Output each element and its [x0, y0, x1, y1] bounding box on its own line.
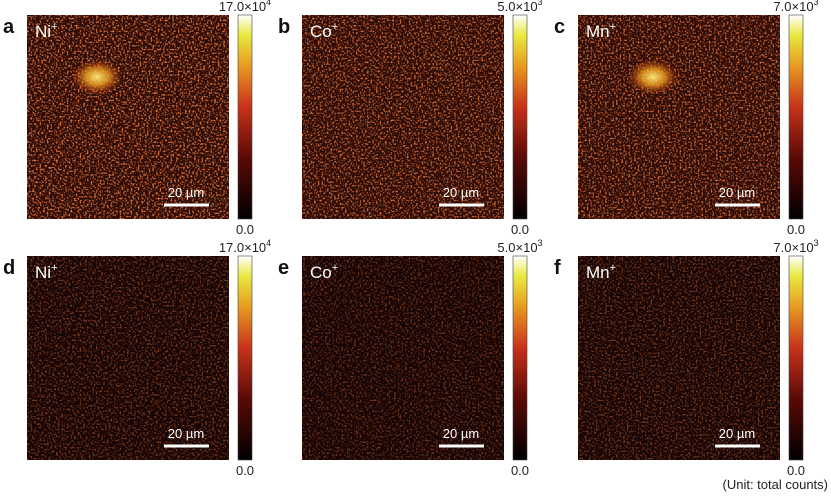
colorbar: [237, 255, 253, 461]
ion-label: Ni+: [35, 262, 58, 282]
ion-charge: +: [332, 262, 338, 274]
colorbar: [788, 14, 804, 220]
map-texture: [578, 256, 780, 460]
map-texture: [27, 256, 229, 460]
map-speckle: [302, 15, 504, 219]
ion-label: Co+: [310, 262, 338, 282]
colorbar-max: 17.0×104: [219, 238, 271, 255]
colorbar-max-exponent: 3: [814, 238, 819, 248]
colorbar-max-exponent: 4: [266, 0, 271, 7]
colorbar-max-mantissa: 7.0×10: [773, 0, 813, 14]
colorbar-max-exponent: 3: [538, 238, 543, 248]
colorbar-max: 17.0×104: [219, 0, 271, 14]
colorbar: [788, 255, 804, 461]
colorbar-max-exponent: 3: [538, 0, 543, 7]
colorbar: [512, 255, 528, 461]
colorbar-min: 0.0: [236, 463, 254, 478]
colorbar-min: 0.0: [511, 222, 529, 237]
scale-bar-label: 20 µm: [443, 426, 479, 441]
ion-element: Co: [310, 22, 332, 41]
panel-letter: f: [554, 257, 561, 279]
colorbar-max-mantissa: 5.0×10: [497, 0, 537, 14]
ion-element: Mn: [586, 263, 610, 282]
colorbar-max: 7.0×103: [773, 0, 818, 14]
scale-bar-label: 20 µm: [719, 185, 755, 200]
colorbar: [237, 14, 253, 220]
colorbar-max-exponent: 3: [814, 0, 819, 7]
colorbar-min: 0.0: [236, 222, 254, 237]
hot-spot: [71, 59, 123, 95]
colorbar-max: 7.0×103: [773, 238, 818, 255]
colorbar-max-mantissa: 5.0×10: [497, 240, 537, 255]
panel-letter: e: [278, 257, 289, 279]
ion-charge: +: [51, 21, 57, 33]
scale-bar-label: 20 µm: [719, 426, 755, 441]
map-speckle: [27, 15, 229, 219]
scale-bar-label: 20 µm: [168, 185, 204, 200]
map-speckle: [578, 15, 780, 219]
ion-label: Mn+: [586, 262, 616, 282]
unit-note: (Unit: total counts): [723, 477, 829, 492]
panel-letter: d: [3, 257, 15, 279]
colorbar-min: 0.0: [787, 463, 805, 478]
scale-bar-label: 20 µm: [443, 185, 479, 200]
ion-element: Ni: [35, 22, 51, 41]
colorbar-min: 0.0: [787, 222, 805, 237]
ion-label: Mn+: [586, 21, 616, 41]
ion-charge: +: [610, 21, 616, 33]
colorbar-max: 5.0×103: [497, 0, 542, 14]
ion-label: Ni+: [35, 21, 58, 41]
colorbar: [512, 14, 528, 220]
map-texture: [302, 256, 504, 460]
colorbar-max-mantissa: 7.0×10: [773, 240, 813, 255]
ion-element: Mn: [586, 22, 610, 41]
ion-label: Co+: [310, 21, 338, 41]
hot-spot: [627, 59, 679, 95]
colorbar-max: 5.0×103: [497, 238, 542, 255]
panel-letter: a: [3, 16, 15, 38]
colorbar-min: 0.0: [511, 463, 529, 478]
scale-bar-label: 20 µm: [168, 426, 204, 441]
ion-element: Ni: [35, 263, 51, 282]
colorbar-max-mantissa: 17.0×10: [219, 240, 266, 255]
panel-letter: b: [278, 16, 290, 38]
colorbar-max-mantissa: 17.0×10: [219, 0, 266, 14]
ion-charge: +: [610, 262, 616, 274]
ion-charge: +: [332, 21, 338, 33]
ion-element: Co: [310, 263, 332, 282]
panel-letter: c: [554, 16, 565, 38]
ion-charge: +: [51, 262, 57, 274]
colorbar-max-exponent: 4: [266, 238, 271, 248]
